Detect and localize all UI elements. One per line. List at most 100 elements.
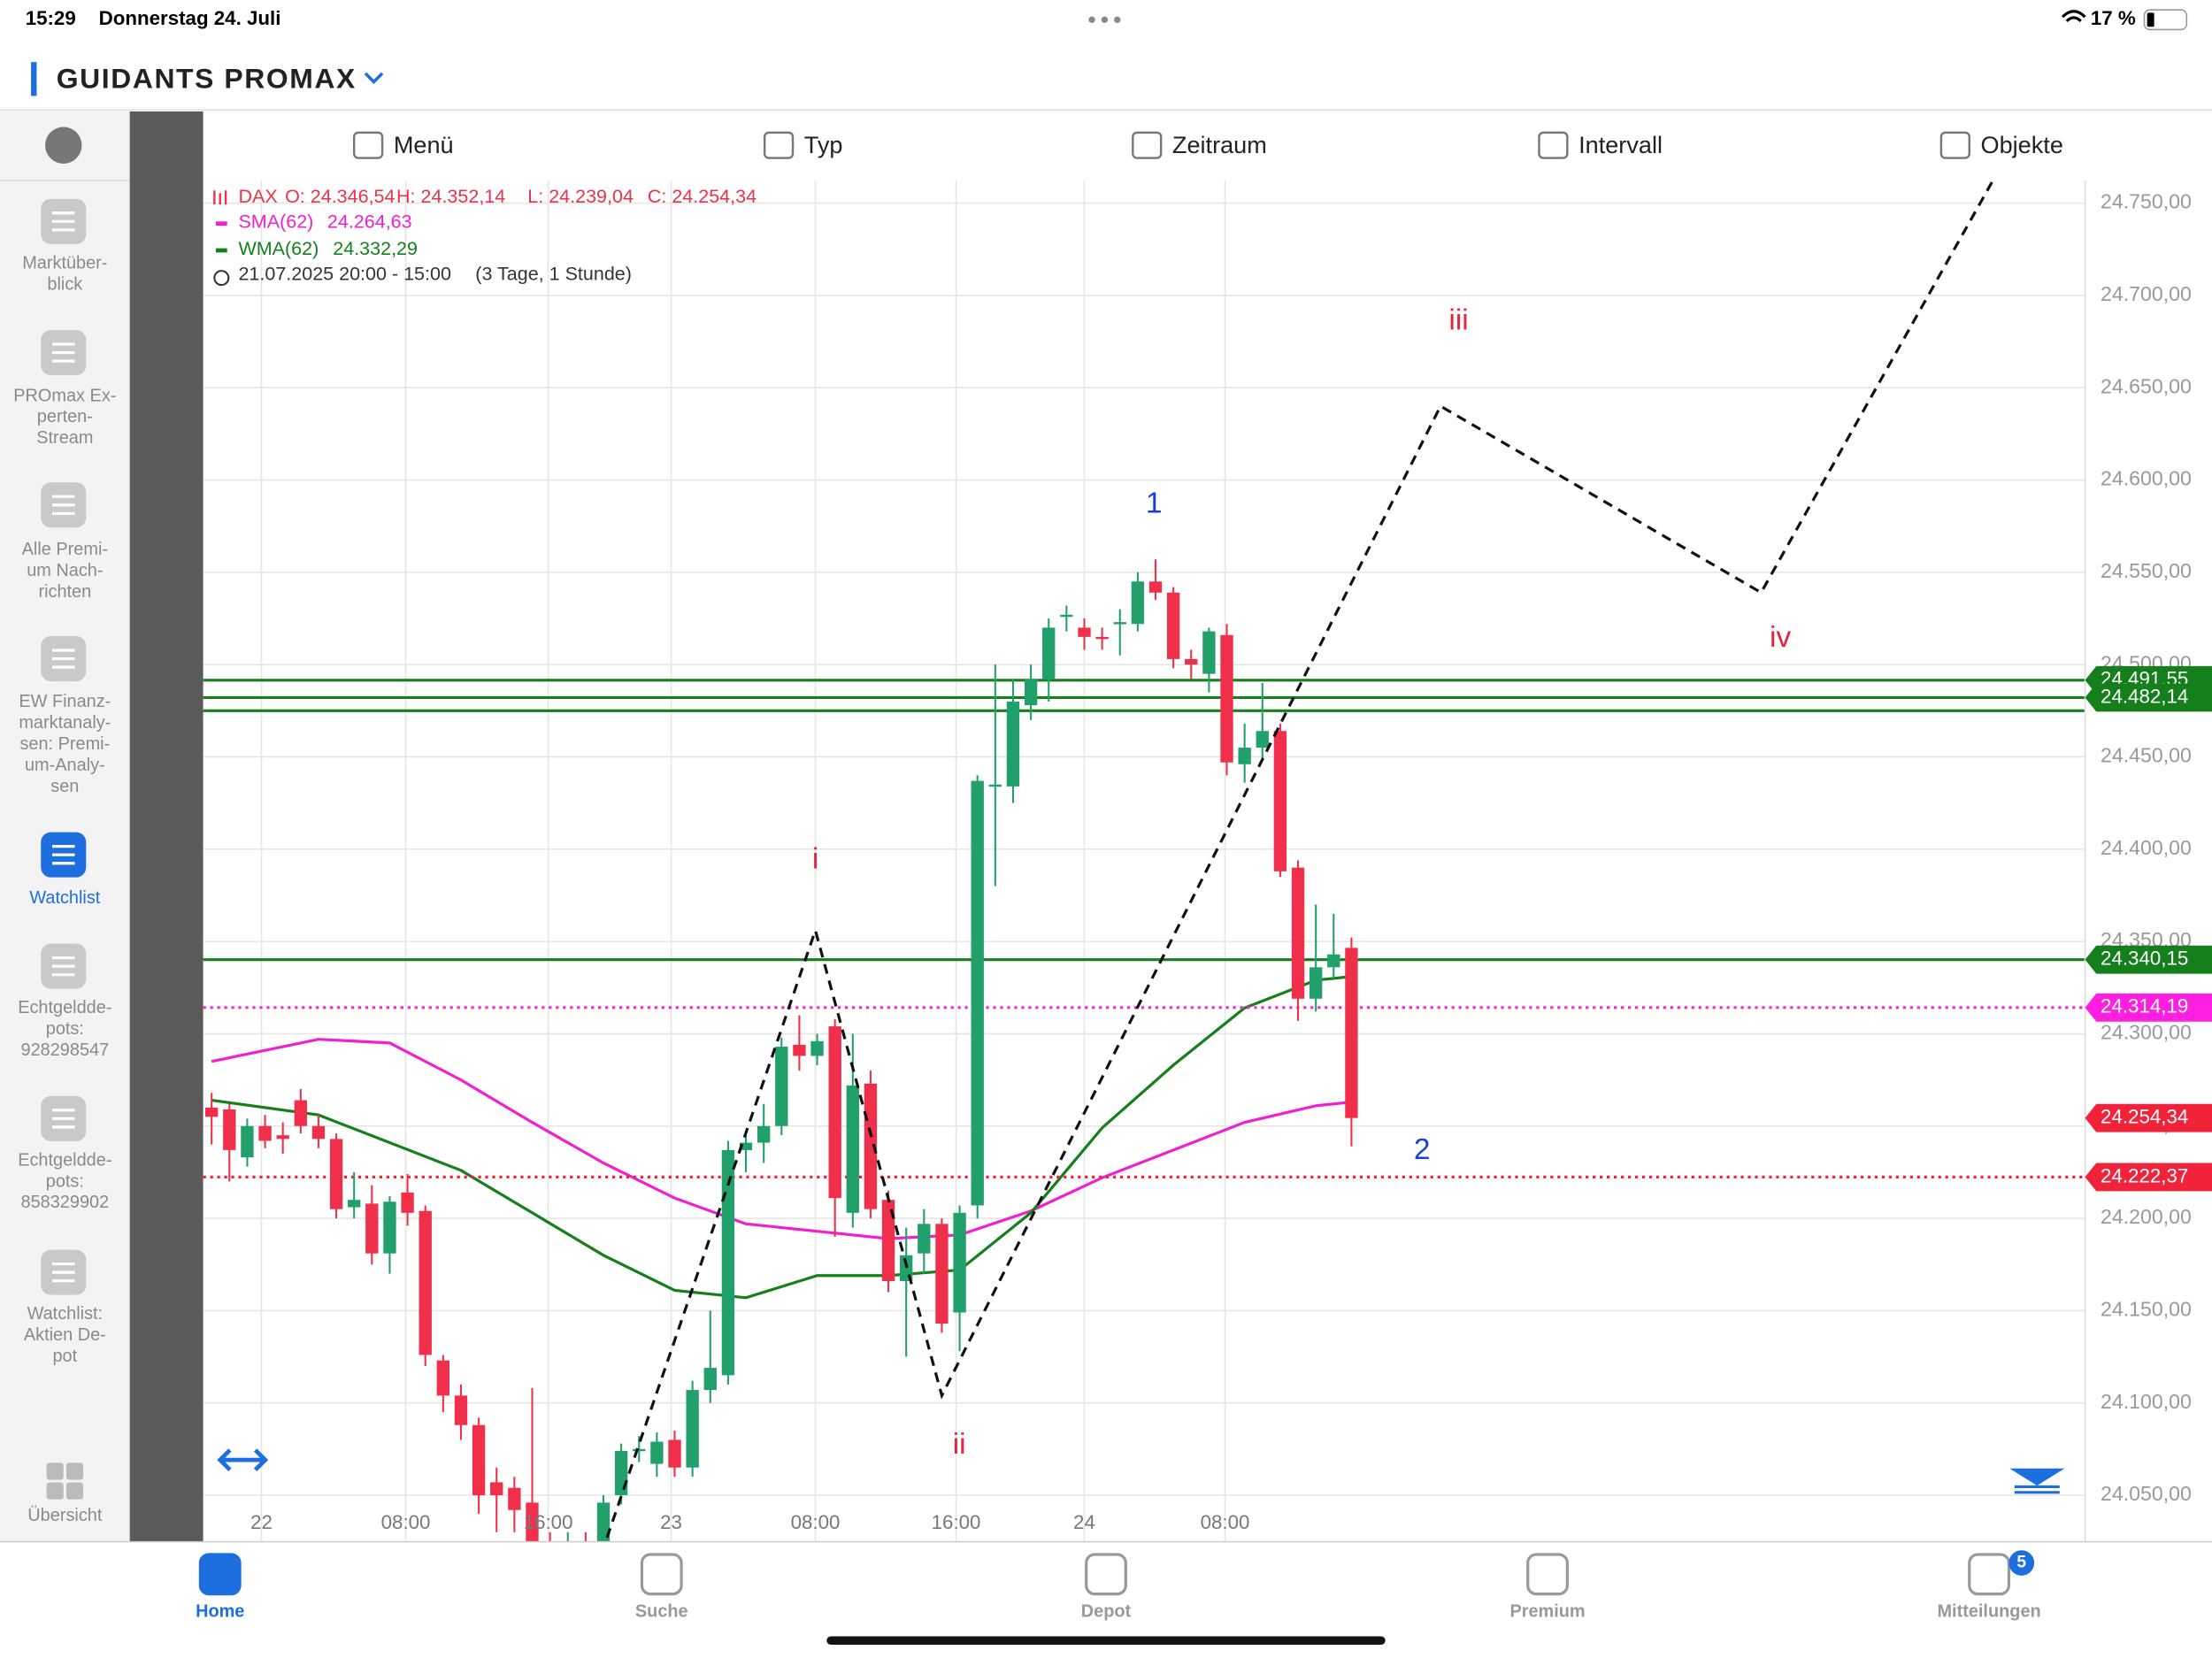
pan-icon[interactable] [217,1448,269,1472]
sidebar-label[interactable]: pots: [46,1019,84,1039]
sidebar-label[interactable]: 858329902 [21,1193,110,1212]
tabbar: Home Suche Depot Premium Mitteilungen 5 [196,1550,2041,1622]
sidebar-label[interactable]: um Nach- [27,561,103,580]
multitask-dots [1088,16,1121,23]
legend-text: 21.07.2025 20:00 - 15:00 [238,264,451,285]
wave-label: iv [1770,621,1791,654]
y-tick-label: 24.550,00 [2101,559,2192,582]
sidebar-glyph [51,1109,75,1129]
sidebar-label[interactable]: pot [52,1347,77,1366]
toolbar-button[interactable]: Zeitraum [1172,131,1267,158]
level-label: 24.482,14 [2101,685,2188,707]
app-title[interactable]: GUIDANTS PROMAX [57,62,357,94]
sidebar-label[interactable]: Marktüber- [22,253,107,272]
legend-text: SMA(62) [238,211,313,233]
sidebar-label[interactable]: um-Analy- [25,756,105,775]
sidebar-label[interactable]: sen: Premi- [19,734,110,754]
badge [2008,1550,2035,1576]
candle-body [1024,679,1038,706]
candle-body [276,1135,289,1140]
toolbar-icon[interactable] [763,131,795,159]
sidebar-icon[interactable] [65,1482,84,1500]
wave-label: 1 [1146,487,1163,520]
tab-icon[interactable] [1085,1553,1127,1596]
candle-body [881,1200,895,1281]
sidebar-label[interactable]: Aktien De- [24,1325,106,1345]
sidebar-label[interactable]: marktanaly- [19,713,111,733]
sidebar-icon[interactable] [65,1462,84,1480]
candle-body [1113,622,1126,625]
toolbar-button[interactable]: Objekte [1981,131,2063,158]
chart: 22 08:00 16:00 23 08:00 16:00 24 08:00 24.750,00… [203,180,2212,1542]
tab-icon[interactable] [1526,1553,1569,1596]
toolbar-button[interactable]: Typ [804,131,843,158]
sidebar-label[interactable]: richten [38,582,91,602]
candle-body [864,1083,878,1209]
tab-label[interactable]: Depot [1081,1602,1132,1622]
sidebar-label[interactable]: pots: [46,1171,84,1191]
tab-label[interactable]: Suche [635,1602,688,1622]
collapse-icon[interactable] [2009,1468,2065,1494]
candle-body [311,1125,326,1140]
candle-body [614,1450,628,1496]
toolbar-icon[interactable] [352,131,384,159]
candle-body [721,1149,735,1376]
candle-body [1256,731,1269,748]
candle-body [223,1109,236,1150]
legend-text: C: 24.254,34 [648,186,757,207]
sidebar-items: Marktüber-blick PROmax Ex-perten- Stream Al… [13,198,116,1525]
level-tag [2085,683,2212,712]
sidebar-icon[interactable] [46,1482,64,1500]
sidebar-label[interactable]: Alle Premi- [22,540,108,559]
candle-body [241,1125,254,1158]
toolbar-icon[interactable] [1939,131,1970,159]
toolbar-button[interactable]: Intervall [1578,131,1663,158]
candle-body [1185,658,1198,665]
tab-icon[interactable] [198,1553,242,1596]
sidebar-label[interactable]: sen [50,777,79,796]
toolbar-icon[interactable] [1132,131,1163,159]
candle-body [1006,701,1020,787]
candle-body [1131,581,1145,625]
x-tick-label: 08:00 [791,1511,841,1533]
moving-average [211,1038,1352,1240]
tab-icon[interactable] [1968,1553,2011,1596]
x-tick-label: 22 [250,1511,273,1533]
tab-icon[interactable] [640,1553,683,1596]
sidebar-label[interactable]: Stream [36,428,93,448]
tab-label[interactable]: Home [196,1602,244,1622]
sidebar-label[interactable]: EW Finanz- [19,692,111,711]
candle-body [1291,867,1305,999]
sidebar-label[interactable]: blick [47,274,82,294]
sidebar-icon[interactable] [46,1462,64,1480]
sidebar-label[interactable]: Echtgeldde- [18,1150,111,1170]
level-tag [2085,1103,2212,1132]
candle-body [953,1212,966,1313]
toolbar-button[interactable]: Menü [394,131,454,158]
wave-projection [605,180,1994,1539]
tab-label[interactable]: Mitteilungen [1937,1602,2040,1622]
legend-marker [215,248,227,253]
tab-label[interactable]: Premium [1509,1602,1585,1622]
legend-text: 24.264,63 [327,211,412,233]
candle-body [757,1125,771,1143]
sidebar-label[interactable]: Watchlist: [27,1304,104,1324]
y-tick-label: 24.150,00 [2101,1297,2192,1320]
sidebar-label[interactable]: Echtgeldde- [18,998,111,1017]
level-tag [2085,945,2212,974]
candle-body [828,1026,841,1199]
sidebar-label[interactable]: Übersicht [27,1506,103,1525]
legend-text: 24.332,29 [333,238,418,259]
sidebar-label[interactable]: Watchlist [29,888,100,908]
candle-body [1345,948,1358,1118]
y-tick-label: 24.100,00 [2101,1390,2192,1413]
toolbar-icon[interactable] [1538,131,1569,159]
sidebar-label[interactable]: 928298547 [21,1040,110,1060]
candle-body [703,1368,717,1391]
sidebar-label[interactable]: perten- [37,407,93,426]
avatar[interactable] [45,127,82,164]
sidebar-label[interactable]: PROmax Ex- [13,386,116,405]
title-chevron[interactable] [364,72,384,84]
y-tick-label: 24.400,00 [2101,836,2192,859]
